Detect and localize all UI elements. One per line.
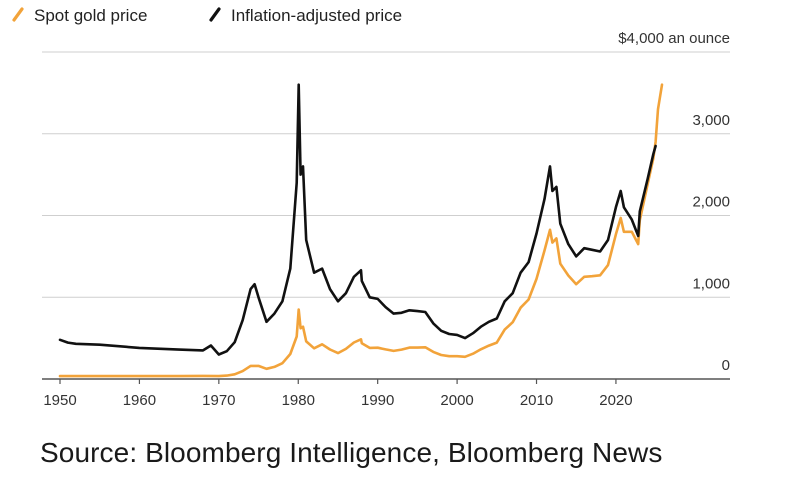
x-axis-tick-labels: 1950 1960 1970 1980 1990 2000 2010 2020 bbox=[43, 379, 633, 409]
y-tick-label-2000: 2,000 bbox=[692, 194, 730, 211]
legend-swatch-inflation-adjusted bbox=[209, 7, 221, 22]
series-line-spot-gold-price bbox=[58, 83, 664, 378]
x-tick-label-2020: 2020 bbox=[599, 392, 632, 409]
x-tick-label-1970: 1970 bbox=[202, 392, 235, 409]
x-tick-label-1990: 1990 bbox=[361, 392, 394, 409]
y-axis-tick-labels: 0 1,000 2,000 3,000 $4,000 an ounce bbox=[618, 30, 730, 374]
y-tick-label-1000: 1,000 bbox=[692, 275, 730, 292]
source-note: Source: Bloomberg Intelligence, Bloomber… bbox=[40, 437, 663, 468]
series-lines bbox=[58, 83, 664, 378]
legend: Spot gold price Inflation-adjusted price bbox=[12, 6, 402, 25]
x-tick-label-1950: 1950 bbox=[43, 392, 76, 409]
legend-swatch-spot-gold bbox=[12, 7, 24, 22]
legend-label-spot-gold: Spot gold price bbox=[34, 6, 147, 25]
x-tick-label-1980: 1980 bbox=[282, 392, 315, 409]
y-tick-label-3000: 3,000 bbox=[692, 112, 730, 129]
legend-label-inflation-adjusted: Inflation-adjusted price bbox=[231, 6, 402, 25]
series-line-inflation-adjusted-price bbox=[58, 83, 657, 356]
grid-lines bbox=[42, 51, 730, 380]
x-tick-label-2000: 2000 bbox=[440, 392, 473, 409]
y-tick-label-4000: $4,000 an ounce bbox=[618, 30, 730, 47]
y-tick-label-0: 0 bbox=[722, 357, 730, 374]
x-tick-label-1960: 1960 bbox=[123, 392, 156, 409]
x-tick-label-2010: 2010 bbox=[520, 392, 553, 409]
